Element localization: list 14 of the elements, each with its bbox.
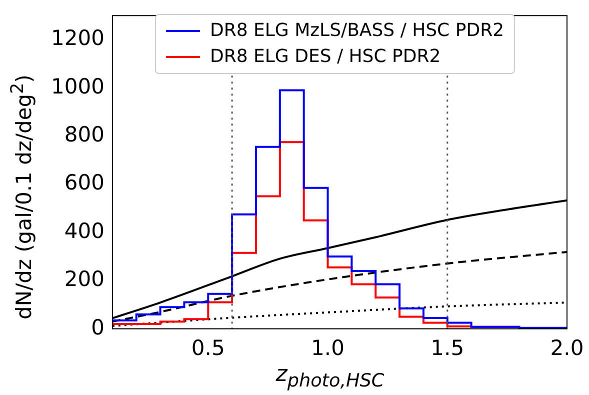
- y-tick-label: 200: [64, 267, 104, 292]
- legend-label: DR8 ELG DES / HSC PDR2: [210, 45, 441, 69]
- x-tick-label: 0.5: [191, 336, 225, 360]
- x-tick-label: 1.0: [311, 336, 344, 360]
- y-tick-label: 1200: [50, 26, 104, 50]
- x-axis-title: z$_{photo,HSC}$: [276, 362, 384, 391]
- x-tick-label: 2.0: [550, 336, 584, 360]
- y-tick-label: 400: [64, 218, 104, 243]
- y-tick-label: 600: [64, 170, 104, 195]
- x-tick-label: 1.5: [430, 336, 464, 360]
- y-tick-label: 800: [64, 122, 104, 147]
- y-tick-label: 0: [91, 315, 104, 340]
- legend-label: DR8 ELG MzLS/BASS / HSC PDR2: [210, 19, 504, 43]
- y-tick-label: 1000: [50, 74, 104, 98]
